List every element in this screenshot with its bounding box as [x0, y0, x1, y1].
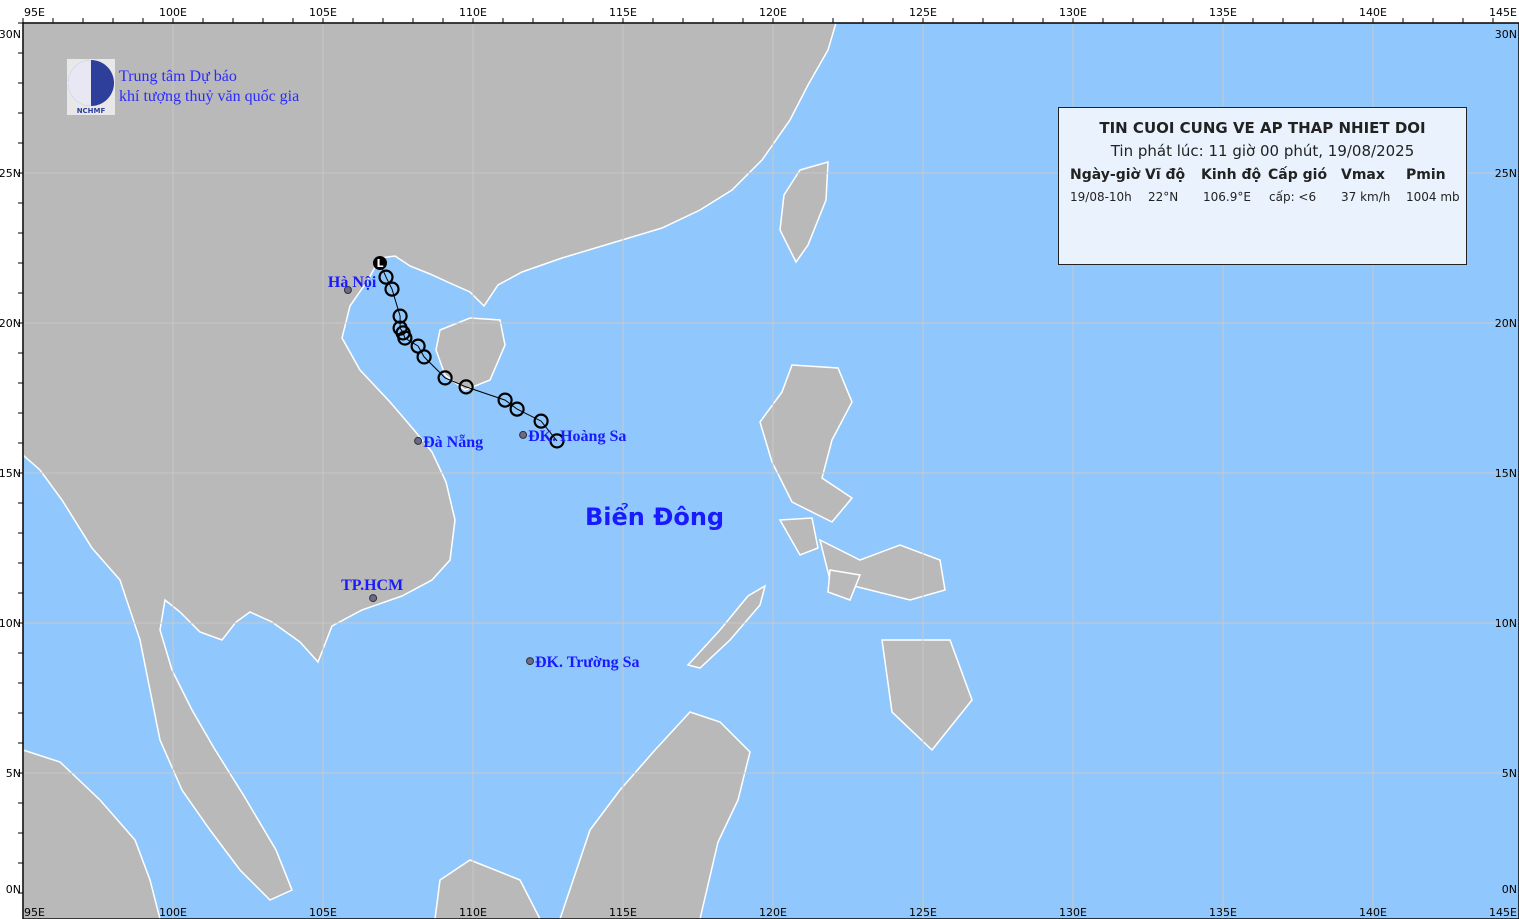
low-pressure-symbol: L: [376, 257, 383, 270]
track-point: [497, 392, 513, 408]
lon-label-bottom: 120E: [759, 906, 787, 919]
lat-label-right: 5N: [1502, 767, 1517, 780]
west-island: [434, 859, 541, 919]
place-label: Đà Nẵng: [423, 434, 483, 451]
bulletin-issued: Tin phát lúc: 11 giờ 00 phút, 19/08/2025: [1110, 142, 1415, 160]
lon-label-bottom: 125E: [909, 906, 937, 919]
map-frame: [22, 22, 1519, 919]
lat-label-left: 30N: [0, 28, 21, 41]
place-label: Hà Nội: [328, 274, 377, 291]
value-pmin: 1004 mb: [1406, 190, 1460, 204]
lat-label-right: 25N: [1495, 167, 1517, 180]
header-lat: Vĩ độ: [1145, 167, 1186, 183]
track-point: [533, 413, 549, 429]
lon-label-bottom: 100E: [159, 906, 187, 919]
lon-label-top: 115E: [609, 6, 637, 19]
lat-label-left: 0N: [6, 883, 21, 896]
header-datetime: Ngày-giờ: [1070, 167, 1141, 183]
track-point: [549, 433, 565, 449]
lon-label-top: 100E: [159, 6, 187, 19]
sumatra: [22, 748, 161, 919]
header-wind-level: Cấp gió: [1268, 167, 1328, 183]
land: [22, 22, 973, 919]
luzon: [759, 364, 854, 523]
place-dot: [414, 436, 423, 445]
value-wind-level: cấp: <6: [1269, 190, 1317, 204]
lon-label-top: 120E: [759, 6, 787, 19]
track-point: [509, 401, 525, 417]
place-dot: [526, 657, 534, 666]
agency-name-line1: Trung tâm Dự báo: [119, 68, 237, 85]
lat-label-left: 10N: [0, 617, 21, 630]
track-point: [416, 349, 432, 365]
place-label: TP.HCM: [341, 577, 403, 594]
sea-label: Biển Đông: [585, 501, 724, 531]
lat-label-left: 25N: [0, 167, 21, 180]
lon-label-bottom: 130E: [1059, 906, 1087, 919]
lat-label-left: 20N: [0, 317, 21, 330]
lon-label-bottom: 105E: [309, 906, 337, 919]
lon-label-bottom: 95E: [24, 906, 45, 919]
borneo: [559, 711, 751, 919]
palawan: [686, 584, 767, 669]
lat-label-right: 30N: [1495, 28, 1517, 41]
track-point: [437, 370, 453, 386]
lon-label-bottom: 145E: [1489, 906, 1517, 919]
lon-label-bottom: 110E: [459, 906, 487, 919]
lat-label-left: 5N: [6, 767, 21, 780]
value-lon: 106.9°E: [1203, 190, 1251, 204]
lon-label-top: 130E: [1059, 6, 1087, 19]
place-dot: [369, 594, 378, 603]
place-label: ĐK. Trường Sa: [535, 654, 640, 671]
lat-label-left: 15N: [0, 467, 21, 480]
place-dot: [343, 286, 352, 294]
track-point: [397, 330, 413, 346]
storm-track: L: [373, 256, 565, 449]
taiwan: [779, 160, 829, 264]
value-datetime: 19/08-10h: [1070, 190, 1132, 204]
panay: [827, 569, 862, 601]
track-point: [458, 379, 474, 395]
header-vmax: Vmax: [1341, 167, 1385, 183]
lon-label-top: 125E: [909, 6, 937, 19]
lat-label-right: 0N: [1502, 883, 1517, 896]
bulletin-box: TIN CUOI CUNG VE AP THAP NHIET DOI Tin p…: [1058, 107, 1467, 265]
track-point: [378, 269, 394, 285]
track-line: [379, 262, 558, 442]
mindoro: [778, 517, 819, 556]
nchmf-logo: NCHMF: [67, 59, 115, 115]
current-position-marker: [373, 256, 387, 270]
lon-label-top: 145E: [1489, 6, 1517, 19]
header-lon: Kinh độ: [1201, 167, 1262, 183]
lon-label-top: 110E: [459, 6, 487, 19]
bulletin-title: TIN CUOI CUNG VE AP THAP NHIET DOI: [1099, 119, 1426, 137]
lon-label-top: 95E: [24, 6, 45, 19]
lon-label-bottom: 135E: [1209, 906, 1237, 919]
agency-name-line2: khí tượng thuỷ văn quốc gia: [119, 88, 300, 105]
lon-label-bottom: 115E: [609, 906, 637, 919]
place-label: ĐK. Hoàng Sa: [528, 428, 626, 445]
lat-label-right: 10N: [1495, 617, 1517, 630]
place-dot: [519, 430, 528, 439]
lat-label-right: 15N: [1495, 467, 1517, 480]
agency-name: Trung tâm Dự báo khí tượng thuỷ văn quốc…: [119, 67, 299, 107]
value-vmax: 37 km/h: [1341, 190, 1391, 204]
lon-label-top: 105E: [309, 6, 337, 19]
lon-label-bottom: 140E: [1359, 906, 1387, 919]
lon-label-top: 135E: [1209, 6, 1237, 19]
hainan: [435, 317, 506, 391]
place-markers: Hà Nội Đà Nẵng ĐK. Hoàng Sa TP.HCM ĐK. Trườn…: [328, 274, 640, 671]
header-pmin: Pmin: [1406, 167, 1446, 183]
track-point: [384, 281, 400, 297]
asia-mainland: [22, 22, 838, 901]
lat-label-right: 20N: [1495, 317, 1517, 330]
axis-ticks: 95E 95E 100E 100E 105E 105E 110E 110E 115E 115E 12…: [0, 6, 1517, 919]
logo-emblem-text: NCHMF: [76, 107, 106, 115]
value-lat: 22°N: [1148, 190, 1179, 204]
mindanao: [881, 639, 973, 752]
lon-label-top: 140E: [1359, 6, 1387, 19]
